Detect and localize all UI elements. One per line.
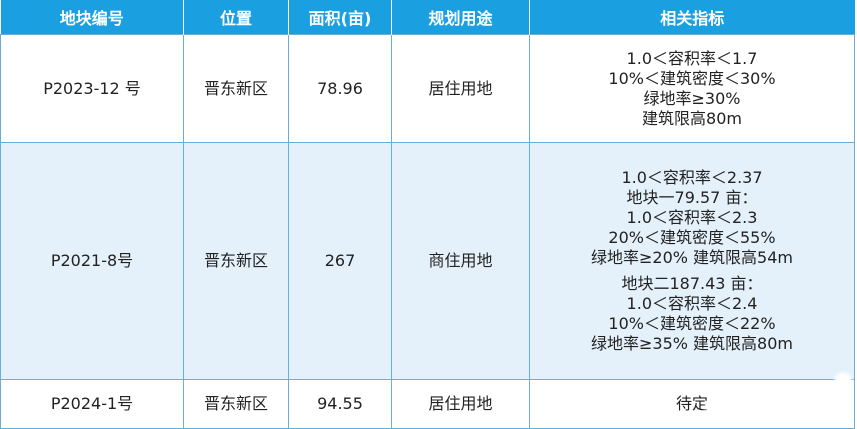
- location-cell: 晋东新区: [183, 142, 289, 380]
- metric-line: 1.0＜容积率＜1.7: [626, 48, 758, 68]
- metric-line: 1.0＜容积率＜2.4: [626, 294, 758, 313]
- area-cell: 94.55: [288, 379, 392, 429]
- metric-line: 地块一79.57 亩：: [626, 188, 758, 207]
- metric-line: 绿地率≥35% 建筑限高80m: [590, 334, 793, 353]
- header-location: 位置: [183, 0, 289, 35]
- planned-use-cell: 居住用地: [391, 379, 530, 429]
- metric-line: 绿地率≥20% 建筑限高54m: [590, 248, 793, 267]
- parcel-id-cell: P2021-8号: [0, 142, 184, 380]
- metric-line: 待定: [675, 394, 708, 413]
- metric-line: 1.0＜容积率＜2.37: [621, 168, 763, 187]
- planned-use-cell: 商住用地: [391, 142, 530, 380]
- metrics-cell: 1.0＜容积率＜2.37 地块一79.57 亩： 1.0＜容积率＜2.3 20%…: [529, 142, 855, 380]
- image-artifact: [832, 370, 854, 392]
- metric-line: 地块二187.43 亩：: [621, 274, 763, 293]
- metric-line: 10%＜建筑密度＜30%: [608, 68, 776, 88]
- header-area: 面积(亩): [288, 0, 392, 35]
- table-row: P2021-8号 晋东新区 267 商住用地 1.0＜容积率＜2.37 地块一7…: [0, 142, 855, 380]
- header-metrics: 相关指标: [529, 0, 855, 35]
- image-artifact: [700, 398, 728, 420]
- parcel-id-cell: P2024-1号: [0, 379, 184, 429]
- location-cell: 晋东新区: [183, 34, 289, 143]
- metric-line: 建筑限高80m: [642, 108, 742, 128]
- location-cell: 晋东新区: [183, 379, 289, 429]
- table-row: P2023-12 号 晋东新区 78.96 居住用地 1.0＜容积率＜1.7 1…: [0, 34, 855, 143]
- metrics-cell: 待定: [529, 379, 855, 429]
- header-planned-use: 规划用途: [391, 0, 530, 35]
- parcel-id-cell: P2023-12 号: [0, 34, 184, 143]
- metrics-cell: 1.0＜容积率＜1.7 10%＜建筑密度＜30% 绿地率≥30% 建筑限高80m: [529, 34, 855, 143]
- area-cell: 267: [288, 142, 392, 380]
- metric-line: 20%＜建筑密度＜55%: [608, 228, 776, 247]
- table-row: P2024-1号 晋东新区 94.55 居住用地 待定: [0, 379, 855, 429]
- planned-use-cell: 居住用地: [391, 34, 530, 143]
- metric-line: 10%＜建筑密度＜22%: [608, 314, 776, 333]
- metric-line: 1.0＜容积率＜2.3: [626, 208, 758, 227]
- area-cell: 78.96: [288, 34, 392, 143]
- metric-line: 绿地率≥30%: [643, 88, 741, 108]
- header-row: 地块编号 位置 面积(亩) 规划用途 相关指标: [0, 0, 855, 35]
- header-parcel-id: 地块编号: [0, 0, 184, 35]
